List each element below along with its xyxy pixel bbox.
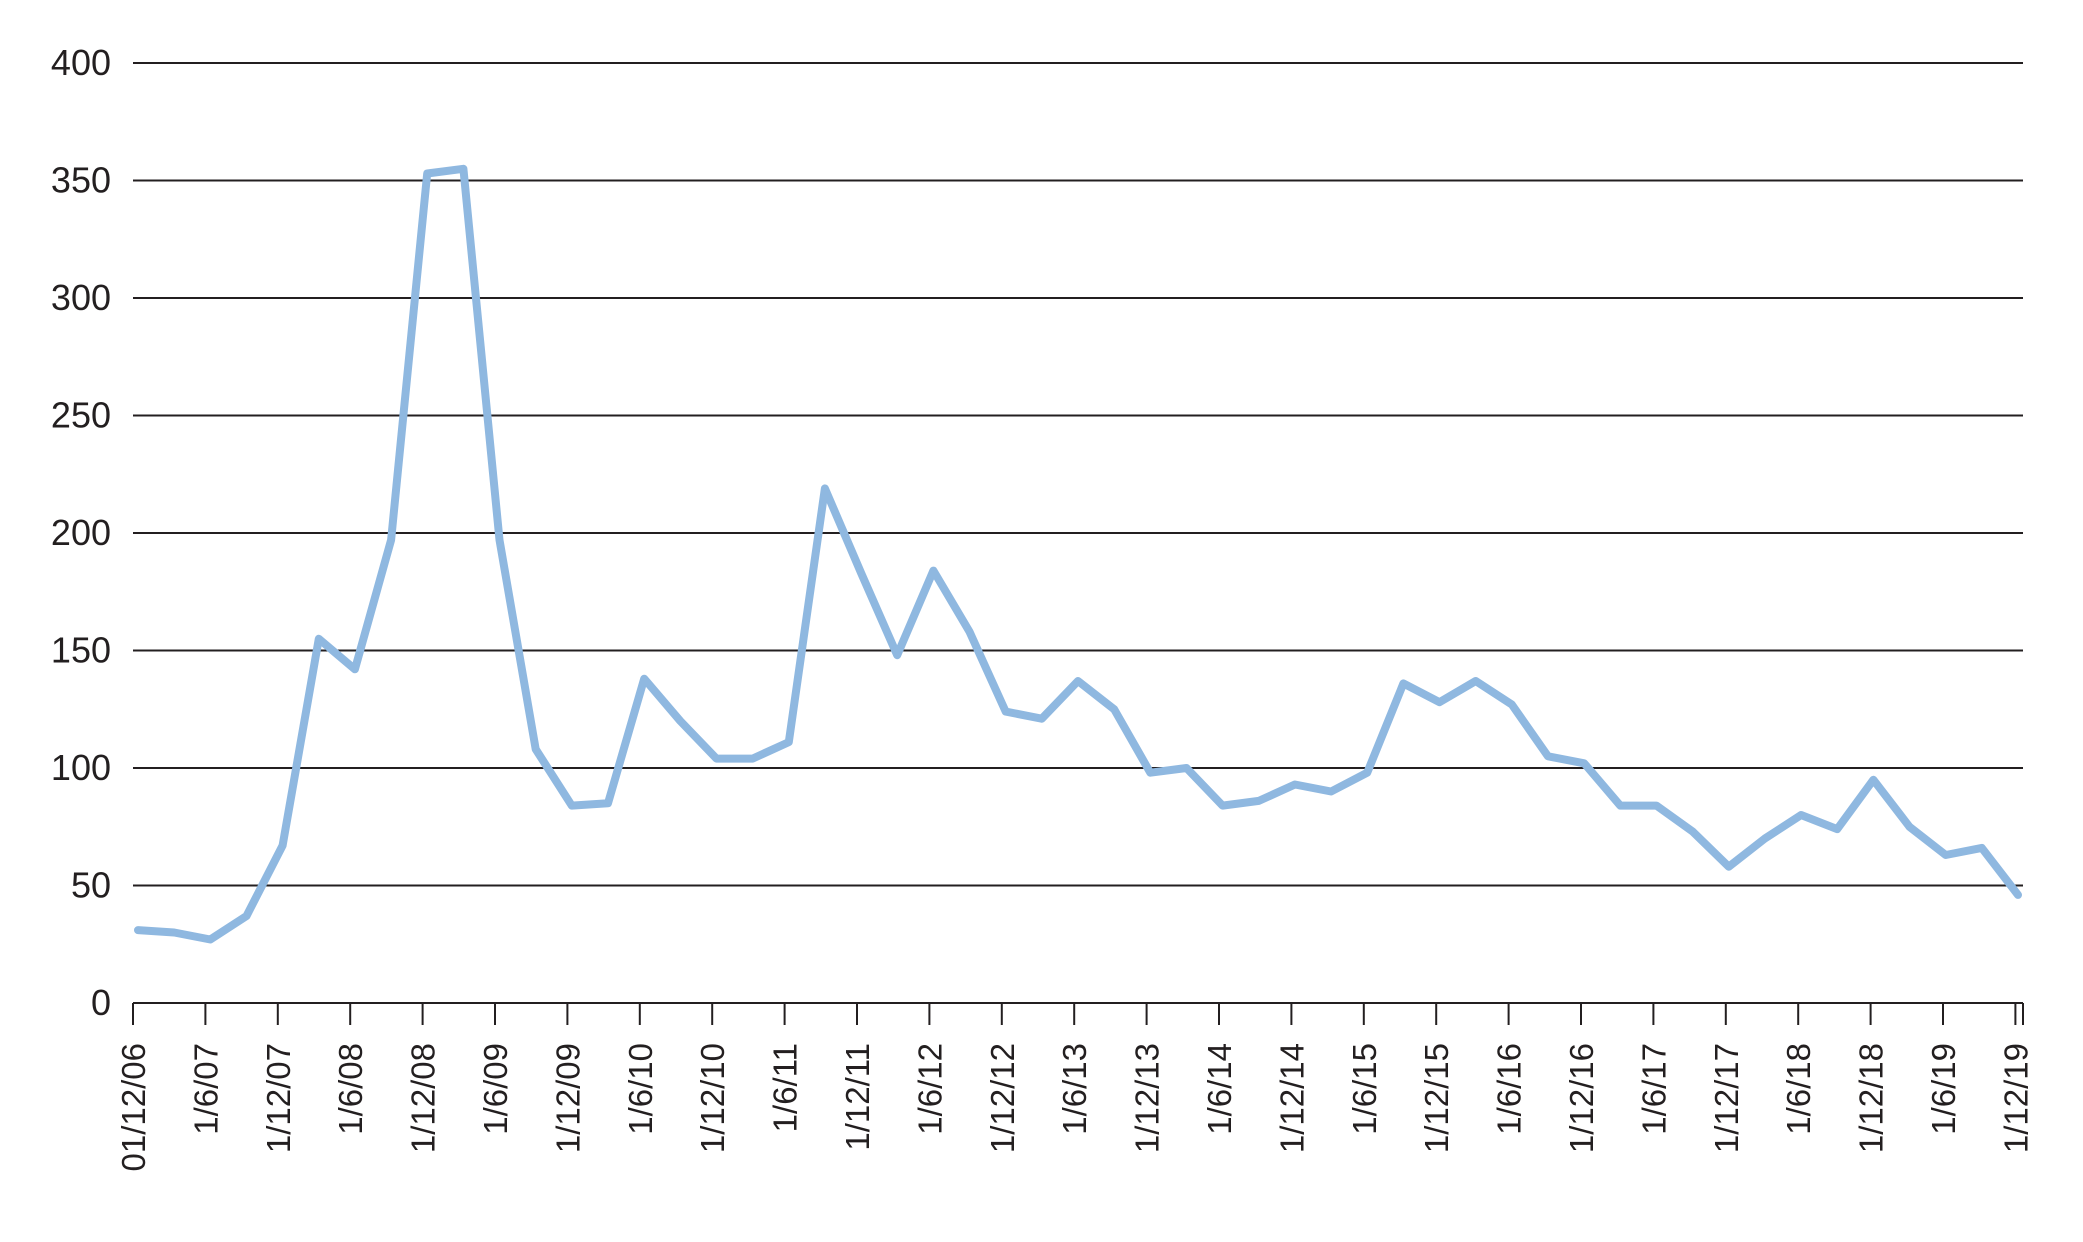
x-tick-label: 1/6/19 bbox=[1925, 1043, 1962, 1135]
x-tick-label: 01/12/06 bbox=[115, 1043, 152, 1171]
x-tick-label: 1/12/14 bbox=[1273, 1043, 1310, 1153]
y-tick-label: 0 bbox=[91, 982, 111, 1023]
gridlines bbox=[133, 62, 2023, 1004]
x-tick-label: 1/12/09 bbox=[549, 1043, 586, 1153]
y-tick-label: 350 bbox=[51, 160, 111, 201]
x-tick-label: 1/6/14 bbox=[1201, 1043, 1238, 1135]
y-tick-label: 250 bbox=[51, 395, 111, 436]
x-tick-label: 1/12/15 bbox=[1418, 1043, 1455, 1153]
x-tick-label: 1/12/16 bbox=[1563, 1043, 1600, 1153]
x-tick-label: 1/12/13 bbox=[1129, 1043, 1166, 1153]
x-tick-label: 1/6/15 bbox=[1346, 1043, 1383, 1135]
x-tick-label: 1/6/08 bbox=[332, 1043, 369, 1135]
x-tick-label: 1/6/13 bbox=[1056, 1043, 1093, 1135]
x-tick-label: 1/6/18 bbox=[1780, 1043, 1817, 1135]
x-tick-label: 1/12/11 bbox=[839, 1043, 876, 1151]
x-tick-label: 1/6/16 bbox=[1491, 1043, 1528, 1135]
y-tick-label: 150 bbox=[51, 630, 111, 671]
y-tick-label: 400 bbox=[51, 42, 111, 83]
y-axis-tick-labels: 0 50 100 150 200 250 300 350 400 bbox=[51, 42, 111, 1023]
x-tick-label: 1/12/18 bbox=[1853, 1043, 1890, 1153]
x-tick-label: 1/6/12 bbox=[911, 1043, 948, 1135]
x-axis: 01/12/06 1/6/07 1/12/07 1/6/08 1/12/08 1/6/09… bbox=[115, 1003, 2034, 1171]
x-tick-label: 1/6/10 bbox=[622, 1043, 659, 1135]
series-line bbox=[134, 164, 2022, 944]
x-tick-label: 1/12/12 bbox=[984, 1043, 1021, 1153]
x-tick-label: 1/6/09 bbox=[477, 1043, 514, 1135]
x-tick-label: 1/12/17 bbox=[1708, 1043, 1745, 1153]
y-tick-label: 300 bbox=[51, 277, 111, 318]
x-tick-label: 1/6/07 bbox=[187, 1043, 224, 1135]
x-tick-label: 1/12/19 bbox=[1997, 1043, 2034, 1153]
y-tick-label: 50 bbox=[71, 865, 111, 906]
x-tick-label: 1/12/07 bbox=[260, 1043, 297, 1153]
y-tick-label: 100 bbox=[51, 747, 111, 788]
x-tick-label: 1/12/08 bbox=[405, 1043, 442, 1153]
y-tick-label: 200 bbox=[51, 512, 111, 553]
x-tick-label: 1/6/17 bbox=[1635, 1043, 1672, 1135]
series-layer bbox=[134, 164, 2022, 944]
x-tick-label: 1/6/11 bbox=[767, 1043, 804, 1132]
x-tick-label: 1/12/10 bbox=[694, 1043, 731, 1153]
